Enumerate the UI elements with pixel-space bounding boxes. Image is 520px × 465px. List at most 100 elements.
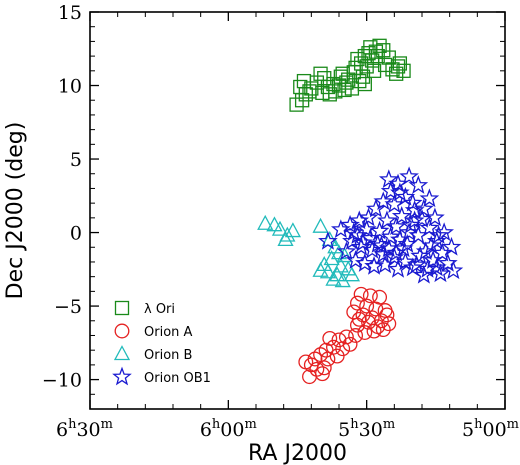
data-point (354, 253, 375, 272)
data-point (376, 43, 391, 58)
x-axis-title: RA J2000 (248, 441, 347, 465)
data-point (353, 232, 373, 252)
x-tick-minutes: 00 (220, 419, 244, 441)
data-point (413, 198, 434, 218)
data-point (425, 207, 445, 227)
data-point (408, 225, 429, 244)
x-tick-hours: 6 (200, 419, 212, 441)
y-tick-label: 5 (70, 149, 82, 171)
data-point (389, 66, 404, 81)
y-tick-label: −10 (42, 370, 82, 392)
y-axis-title: Dec J2000 (deg) (3, 122, 28, 300)
data-point (331, 332, 347, 348)
data-point (404, 210, 425, 230)
legend-marker (114, 323, 130, 339)
data-point (380, 226, 401, 246)
data-point (426, 257, 447, 277)
x-tick-minutes: 00 (482, 419, 506, 441)
data-point (348, 328, 364, 343)
data-point (386, 216, 407, 236)
data-point (356, 219, 377, 238)
data-point (391, 206, 412, 225)
data-point (336, 241, 357, 261)
x-tick-minute-unit: m (383, 417, 395, 432)
y-tick-label: −5 (54, 296, 82, 318)
data-point (390, 182, 410, 202)
legend-marker (112, 366, 132, 386)
data-point (443, 260, 464, 280)
legend-label: λ Ori (144, 302, 175, 317)
data-point (366, 323, 382, 339)
data-point (434, 222, 454, 241)
data-point (329, 266, 346, 282)
data-point (402, 257, 423, 277)
data-point (381, 316, 397, 332)
data-point (399, 166, 419, 186)
data-point (350, 51, 365, 67)
data-point (298, 354, 314, 370)
legend-label: Orion B (144, 348, 192, 363)
x-tick-minutes: 30 (76, 419, 100, 441)
data-point (413, 264, 434, 284)
data-point (329, 348, 345, 364)
data-point (361, 314, 376, 330)
x-tick-hours: 5 (462, 419, 474, 441)
data-point (378, 169, 399, 189)
data-point (379, 307, 395, 323)
data-point (351, 311, 367, 327)
data-point (366, 63, 382, 78)
legend-marker (114, 300, 130, 316)
data-point (318, 231, 338, 250)
data-point (419, 217, 440, 237)
data-point (320, 351, 336, 367)
data-point (430, 263, 451, 283)
data-point (370, 319, 386, 335)
data-point (402, 192, 423, 212)
data-point (375, 254, 395, 274)
data-point (271, 220, 289, 236)
data-point (335, 66, 350, 81)
data-point (323, 250, 340, 266)
x-tick-minutes: 30 (359, 419, 383, 441)
series-triangle (257, 214, 360, 288)
data-point (388, 258, 408, 278)
data-point (441, 236, 462, 256)
x-tick-minute-unit: m (101, 417, 113, 432)
x-tick-hour-unit: h (68, 417, 77, 432)
data-point (421, 235, 442, 255)
data-point (362, 288, 378, 304)
x-tick-hour-unit: h (474, 417, 483, 432)
data-point (364, 256, 384, 275)
data-point (334, 272, 351, 288)
x-tick-label: 6h30m (56, 417, 113, 441)
plot-marks (257, 38, 464, 385)
data-point (343, 266, 360, 282)
series-star (318, 166, 464, 284)
data-point (296, 73, 312, 89)
x-tick-label: 6h00m (200, 417, 257, 441)
data-point (322, 330, 338, 346)
data-point (266, 216, 283, 232)
data-point (392, 56, 408, 71)
x-tick-minute-unit: m (244, 417, 256, 432)
y-tick-label: 15 (58, 2, 82, 24)
plot-frame (89, 11, 506, 410)
data-point (358, 207, 379, 227)
data-point (284, 222, 301, 238)
data-point (328, 84, 343, 99)
data-point (384, 194, 405, 214)
data-point (342, 336, 358, 352)
data-point (399, 222, 419, 241)
data-point (335, 341, 351, 357)
data-point (313, 66, 328, 81)
data-point (343, 222, 364, 241)
data-point (277, 231, 294, 247)
legend-label: Orion A (144, 325, 193, 340)
data-point (390, 229, 410, 249)
x-tick-label: 5h00m (462, 417, 519, 441)
data-point (289, 97, 304, 112)
data-point (423, 250, 443, 269)
data-point (349, 210, 370, 230)
data-point (302, 369, 317, 385)
